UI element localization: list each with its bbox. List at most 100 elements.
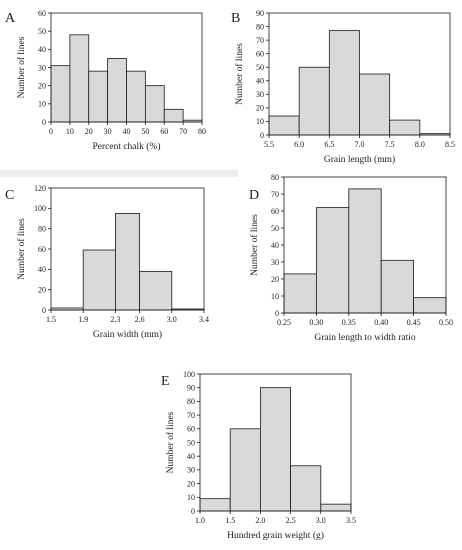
histogram-bar (107, 58, 127, 123)
x-tick-label: 0.30 (309, 318, 323, 327)
y-tick-label: 20 (271, 275, 279, 284)
histogram-bar (69, 34, 90, 123)
histogram-bar (348, 188, 382, 314)
y-tick-label: 40 (256, 77, 264, 86)
x-tick-label: 7.0 (355, 140, 365, 149)
panel-letter: E (161, 374, 170, 389)
y-axis-label: Number of lines (16, 36, 27, 98)
histogram-bar (389, 119, 421, 136)
histogram-panel-a: 0 10 20 30 40 50 60 0 10 20 30 40 50 60 70 80 Percent ch… (5, 9, 206, 152)
histogram-bar (315, 207, 350, 314)
x-tick-label: 5.5 (264, 140, 274, 149)
y-tick-label: 20 (256, 104, 264, 113)
histogram-bar (413, 297, 447, 314)
x-tick-label: 10 (66, 127, 74, 136)
y-tick-label: 40 (187, 452, 195, 461)
histogram-panel-d: 0 10 20 30 40 50 60 70 80 0.25 0.30 0.35 0.40 0.45 0.5… (249, 173, 453, 343)
y-tick-label: 70 (256, 36, 264, 45)
x-tick-label: 3.0 (316, 516, 326, 525)
y-tick-label: 30 (187, 466, 195, 475)
histogram-bar (115, 213, 140, 311)
y-tick-label: 40 (38, 265, 46, 274)
x-tick-label: 50 (141, 127, 149, 136)
y-tick-label: 100 (183, 370, 195, 379)
x-tick-label: 0.25 (277, 318, 291, 327)
histogram-bar (50, 65, 71, 123)
y-tick-label: 120 (34, 184, 46, 193)
y-tick-label: 40 (271, 241, 279, 250)
x-axis-label: Grain length (mm) (324, 154, 395, 165)
x-axis-label: Hundred grain weight (g) (227, 530, 324, 541)
y-tick-label: 0 (42, 118, 46, 127)
histogram-bar (163, 108, 184, 123)
x-tick-label: 1.9 (78, 315, 88, 324)
y-tick-label: 30 (38, 63, 46, 72)
y-tick-label: 80 (187, 397, 195, 406)
x-tick-label: 0.40 (374, 318, 388, 327)
y-tick-label: 20 (187, 479, 195, 488)
histogram-bar (139, 270, 173, 311)
x-tick-label: 6.5 (324, 140, 334, 149)
y-tick-label: 90 (256, 9, 264, 18)
x-tick-label: 0.45 (407, 318, 421, 327)
histogram-bar (259, 387, 291, 512)
histogram-bar (283, 273, 317, 314)
panel-letter: B (231, 11, 240, 26)
x-tick-label: 1.5 (46, 315, 56, 324)
x-tick-label: 40 (123, 127, 131, 136)
y-tick-label: 50 (187, 438, 195, 447)
x-tick-label: 30 (104, 127, 112, 136)
x-tick-label: 6.0 (294, 140, 304, 149)
histogram-panel-c: 0 20 40 60 80 100 120 1.5 1.9 2.3 2.6 3.0 3.4 Grain w… (5, 184, 209, 340)
x-tick-label: 8.5 (445, 140, 455, 149)
x-tick-label: 3.4 (199, 315, 209, 324)
y-axis-label: Number of lines (165, 411, 176, 473)
x-axis-label: Grain length to width ratio (314, 333, 416, 343)
y-tick-label: 80 (38, 224, 46, 233)
histogram-bar (380, 259, 415, 314)
y-tick-label: 70 (187, 411, 195, 420)
y-axis-label: Number of lines (16, 218, 27, 280)
y-tick-label: 60 (187, 425, 195, 434)
x-tick-label: 2.6 (135, 315, 145, 324)
histogram-bar (320, 503, 352, 512)
y-tick-label: 10 (271, 292, 279, 301)
y-tick-label: 50 (256, 63, 264, 72)
y-tick-label: 80 (256, 22, 264, 31)
y-tick-label: 60 (271, 207, 279, 216)
x-tick-label: 80 (198, 127, 206, 136)
x-tick-label: 2.5 (286, 516, 296, 525)
x-tick-label: 1.5 (225, 516, 235, 525)
panel-letter: C (5, 188, 14, 203)
y-tick-label: 0 (42, 306, 46, 315)
x-tick-label: 0.50 (439, 318, 453, 327)
y-tick-label: 100 (34, 204, 46, 213)
histogram-bar (144, 85, 165, 123)
y-tick-label: 20 (38, 81, 46, 90)
y-tick-label: 0 (260, 131, 264, 140)
y-tick-label: 30 (256, 90, 264, 99)
y-tick-label: 80 (271, 173, 279, 182)
y-tick-label: 10 (187, 493, 195, 502)
x-tick-label: 7.5 (385, 140, 395, 149)
y-tick-label: 40 (38, 45, 46, 54)
y-axis-label: Number of lines (234, 43, 245, 105)
y-tick-label: 60 (256, 49, 264, 58)
histogram-bar (229, 428, 261, 512)
y-tick-label: 50 (271, 224, 279, 233)
y-tick-label: 30 (271, 258, 279, 267)
x-tick-label: 2.0 (255, 516, 265, 525)
y-axis-label: Number of lines (249, 214, 260, 276)
y-tick-label: 0 (275, 309, 279, 318)
histogram-bar (359, 73, 391, 136)
histogram-bar (199, 498, 231, 512)
x-tick-label: 3.5 (346, 516, 356, 525)
histogram-bar (82, 249, 116, 311)
y-tick-label: 90 (187, 384, 195, 393)
y-tick-label: 0 (191, 507, 195, 516)
y-tick-label: 10 (256, 117, 264, 126)
x-axis-label: Percent chalk (%) (92, 141, 160, 152)
y-tick-label: 20 (38, 285, 46, 294)
x-tick-label: 0.35 (342, 318, 356, 327)
y-tick-label: 50 (38, 27, 46, 36)
